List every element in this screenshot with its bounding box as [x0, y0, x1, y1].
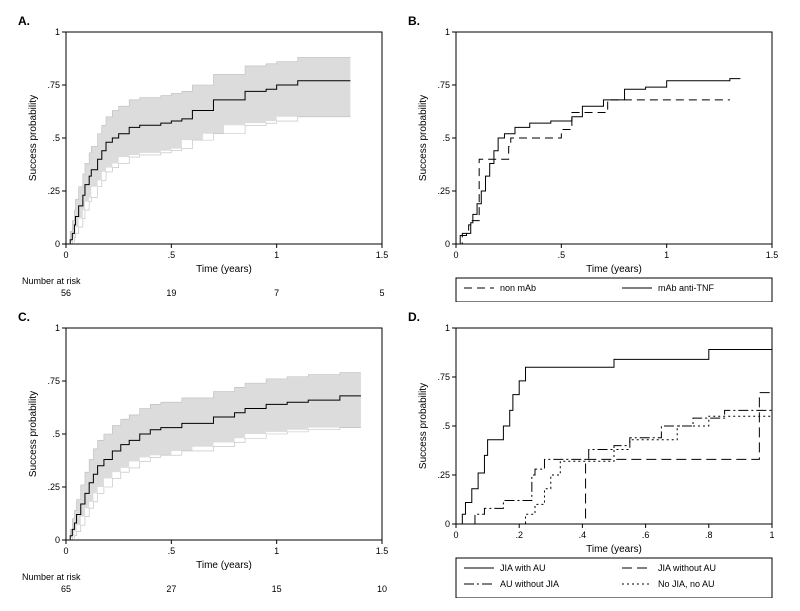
svg-text:JIA without AU: JIA without AU	[658, 563, 716, 573]
svg-text:1: 1	[769, 530, 774, 540]
svg-text:non mAb: non mAb	[500, 283, 536, 293]
svg-text:Time (years): Time (years)	[586, 544, 642, 555]
svg-text:AU without JIA: AU without JIA	[500, 579, 559, 589]
svg-text:JIA with AU: JIA with AU	[500, 563, 546, 573]
svg-text:.5: .5	[442, 133, 450, 143]
svg-text:.75: .75	[437, 80, 450, 90]
svg-text:Success probability: Success probability	[418, 95, 429, 181]
svg-text:Success probability: Success probability	[418, 383, 429, 469]
panel-d: D. 0 .25 .5 .75 1 0 .2 .4 .6 .8 1 Success probabili…	[400, 306, 790, 602]
svg-text:.5: .5	[442, 421, 450, 431]
svg-text:0: 0	[55, 239, 60, 249]
panel-d-chart: 0 .25 .5 .75 1 0 .2 .4 .6 .8 1 Success probability T…	[406, 310, 784, 598]
panel-c-chart: 0.25.5.7510.511.5Success probabilityTime…	[16, 310, 394, 598]
svg-text:Time (years): Time (years)	[196, 560, 252, 571]
svg-text:.4: .4	[579, 530, 587, 540]
svg-text:1: 1	[664, 250, 669, 260]
svg-text:No JIA, no AU: No JIA, no AU	[658, 579, 715, 589]
svg-text:19: 19	[166, 288, 176, 298]
svg-text:.25: .25	[437, 186, 450, 196]
svg-text:.25: .25	[437, 470, 450, 480]
svg-text:1.5: 1.5	[376, 546, 389, 556]
svg-text:56: 56	[61, 288, 71, 298]
svg-text:1: 1	[445, 323, 450, 333]
svg-text:0: 0	[445, 239, 450, 249]
svg-text:0: 0	[453, 250, 458, 260]
figure-grid: A. 0.25.5.7510.511.5Success probabilityT…	[10, 10, 790, 601]
panel-d-label: D.	[408, 310, 420, 324]
svg-text:27: 27	[166, 584, 176, 594]
svg-text:0: 0	[445, 519, 450, 529]
svg-text:.25: .25	[47, 186, 60, 196]
panel-a: A. 0 .25 .5 .75 1 0 .5 1 1.5 Success probability T…	[10, 10, 400, 306]
svg-text:1: 1	[274, 250, 279, 260]
svg-text:.2: .2	[515, 530, 523, 540]
svg-text:.5: .5	[558, 250, 566, 260]
svg-text:.5: .5	[52, 429, 60, 439]
svg-text:.5: .5	[52, 133, 60, 143]
svg-text:.5: .5	[168, 250, 176, 260]
svg-text:Success probability: Success probability	[28, 391, 39, 477]
panel-c-label: C.	[18, 310, 30, 324]
svg-text:1: 1	[55, 323, 60, 333]
panel-b-label: B.	[408, 14, 420, 28]
svg-text:10: 10	[377, 584, 387, 594]
svg-text:0: 0	[55, 535, 60, 545]
svg-text:.25: .25	[47, 482, 60, 492]
svg-text:1: 1	[55, 27, 60, 37]
svg-text:mAb anti-TNF: mAb anti-TNF	[658, 283, 715, 293]
svg-text:0: 0	[63, 250, 68, 260]
svg-text:.6: .6	[642, 530, 650, 540]
svg-text:Number at risk: Number at risk	[22, 276, 81, 286]
svg-text:.8: .8	[705, 530, 713, 540]
panel-a-chart: 0 .25 .5 .75 1 0 .5 1 1.5 Success probability Time…	[16, 14, 394, 302]
svg-text:Time (years): Time (years)	[196, 264, 252, 275]
svg-text:Success probability: Success probability	[28, 95, 39, 181]
svg-text:.75: .75	[47, 376, 60, 386]
svg-text:.75: .75	[47, 80, 60, 90]
svg-text:0: 0	[63, 546, 68, 556]
svg-text:5: 5	[379, 288, 384, 298]
svg-text:1: 1	[274, 546, 279, 556]
svg-text:65: 65	[61, 584, 71, 594]
svg-text:15: 15	[272, 584, 282, 594]
panel-b: B. 0 .25 .5 .75 1 0 .5 1 1.5 Success probability T…	[400, 10, 790, 306]
svg-text:Time (years): Time (years)	[586, 264, 642, 275]
svg-text:.75: .75	[437, 372, 450, 382]
svg-text:1.5: 1.5	[766, 250, 779, 260]
svg-text:7: 7	[274, 288, 279, 298]
svg-text:1: 1	[445, 27, 450, 37]
panel-b-chart: 0 .25 .5 .75 1 0 .5 1 1.5 Success probability Time…	[406, 14, 784, 302]
panel-c: C. 0.25.5.7510.511.5Success probabilityT…	[10, 306, 400, 602]
svg-text:1.5: 1.5	[376, 250, 389, 260]
svg-text:Number at risk: Number at risk	[22, 572, 81, 582]
svg-text:0: 0	[453, 530, 458, 540]
svg-text:.5: .5	[168, 546, 176, 556]
panel-a-label: A.	[18, 14, 30, 28]
